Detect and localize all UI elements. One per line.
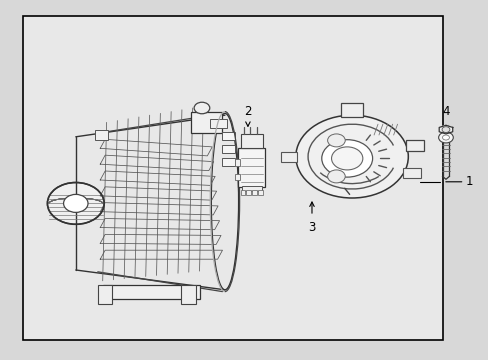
Bar <box>281 152 296 162</box>
Bar <box>403 168 420 178</box>
Bar <box>252 190 256 195</box>
Circle shape <box>295 115 407 198</box>
Circle shape <box>331 147 362 170</box>
Circle shape <box>442 135 448 140</box>
Text: 2: 2 <box>244 105 251 118</box>
Bar <box>23 16 442 340</box>
Bar <box>102 285 200 299</box>
Circle shape <box>321 140 372 177</box>
Text: 1: 1 <box>465 175 472 188</box>
Polygon shape <box>438 125 452 134</box>
Bar <box>98 285 112 304</box>
Circle shape <box>438 132 452 143</box>
Circle shape <box>327 134 345 147</box>
Bar <box>258 190 262 195</box>
Circle shape <box>194 102 209 114</box>
Circle shape <box>441 127 449 132</box>
Bar <box>190 112 222 133</box>
Bar <box>222 158 234 166</box>
Bar <box>222 132 234 140</box>
Bar <box>240 134 262 148</box>
Bar <box>210 119 227 128</box>
Bar <box>95 130 107 140</box>
Bar <box>234 174 239 180</box>
Text: 3: 3 <box>307 221 315 234</box>
Bar <box>234 159 239 166</box>
Bar <box>222 145 234 153</box>
Bar <box>242 186 261 191</box>
Circle shape <box>327 170 345 183</box>
Circle shape <box>47 183 104 224</box>
Bar <box>238 148 264 187</box>
Bar <box>405 140 424 151</box>
Bar <box>246 190 250 195</box>
Circle shape <box>63 194 88 212</box>
Bar <box>240 190 244 195</box>
Bar <box>341 103 362 117</box>
Bar <box>181 285 195 304</box>
Text: 4: 4 <box>441 105 449 118</box>
